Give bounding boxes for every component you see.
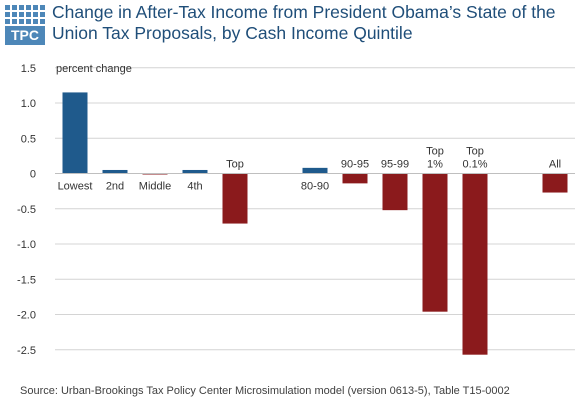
bar: [422, 173, 448, 312]
y-tick-label: 1.5: [21, 63, 36, 75]
bar: [62, 92, 88, 174]
x-tick-label: All: [549, 159, 561, 171]
bar: [542, 173, 568, 193]
y-tick-label: 0.5: [21, 133, 36, 145]
x-tick-label: 1%: [427, 159, 443, 171]
bar: [102, 169, 128, 174]
logo-square: [33, 5, 38, 10]
x-tick-label: 80-90: [301, 181, 329, 193]
x-tick-label: 90-95: [341, 159, 369, 171]
logo-grid-icon: [5, 5, 45, 25]
logo-square: [5, 19, 10, 24]
logo-square: [12, 19, 17, 24]
logo-square: [33, 12, 38, 17]
y-axis-label: percent change: [56, 63, 132, 75]
logo-square: [40, 19, 45, 24]
bar: [182, 169, 208, 174]
logo-square: [12, 12, 17, 17]
y-tick-label: 0: [30, 169, 36, 181]
source-note: Source: Urban-Brookings Tax Policy Cente…: [20, 385, 510, 397]
y-tick-label: -2.5: [17, 345, 36, 357]
y-tick-label: -1.0: [17, 239, 36, 251]
logo-square: [12, 5, 17, 10]
y-tick-label: -0.5: [17, 204, 36, 216]
bar: [302, 167, 328, 174]
logo-square: [26, 19, 31, 24]
logo-square: [5, 5, 10, 10]
x-tick-label: Lowest: [58, 181, 93, 193]
bar: [342, 173, 368, 184]
x-tick-label: Top: [466, 146, 484, 158]
logo-square: [33, 19, 38, 24]
logo-square: [26, 12, 31, 17]
x-tick-label: Top: [226, 159, 244, 171]
logo-square: [40, 5, 45, 10]
bar: [382, 173, 408, 211]
logo-square: [19, 12, 24, 17]
bar: [222, 173, 248, 224]
x-tick-label: Top: [426, 146, 444, 158]
x-tick-label: 95-99: [381, 159, 409, 171]
x-tick-label: 0.1%: [462, 159, 487, 171]
bar: [462, 173, 488, 355]
logo-square: [26, 5, 31, 10]
x-tick-label: Middle: [139, 181, 171, 193]
y-tick-label: -1.5: [17, 274, 36, 286]
x-tick-label: 4th: [187, 181, 202, 193]
logo-square: [5, 12, 10, 17]
logo-square: [19, 5, 24, 10]
logo-square: [19, 19, 24, 24]
y-tick-label: -2.0: [17, 310, 36, 322]
chart-title: Change in After-Tax Income from Presiden…: [52, 2, 556, 43]
logo-square: [40, 12, 45, 17]
x-tick-label: 2nd: [106, 181, 124, 193]
y-tick-label: 1.0: [21, 98, 36, 110]
logo-text: TPC: [5, 26, 45, 45]
tpc-logo: TPC: [5, 5, 45, 45]
